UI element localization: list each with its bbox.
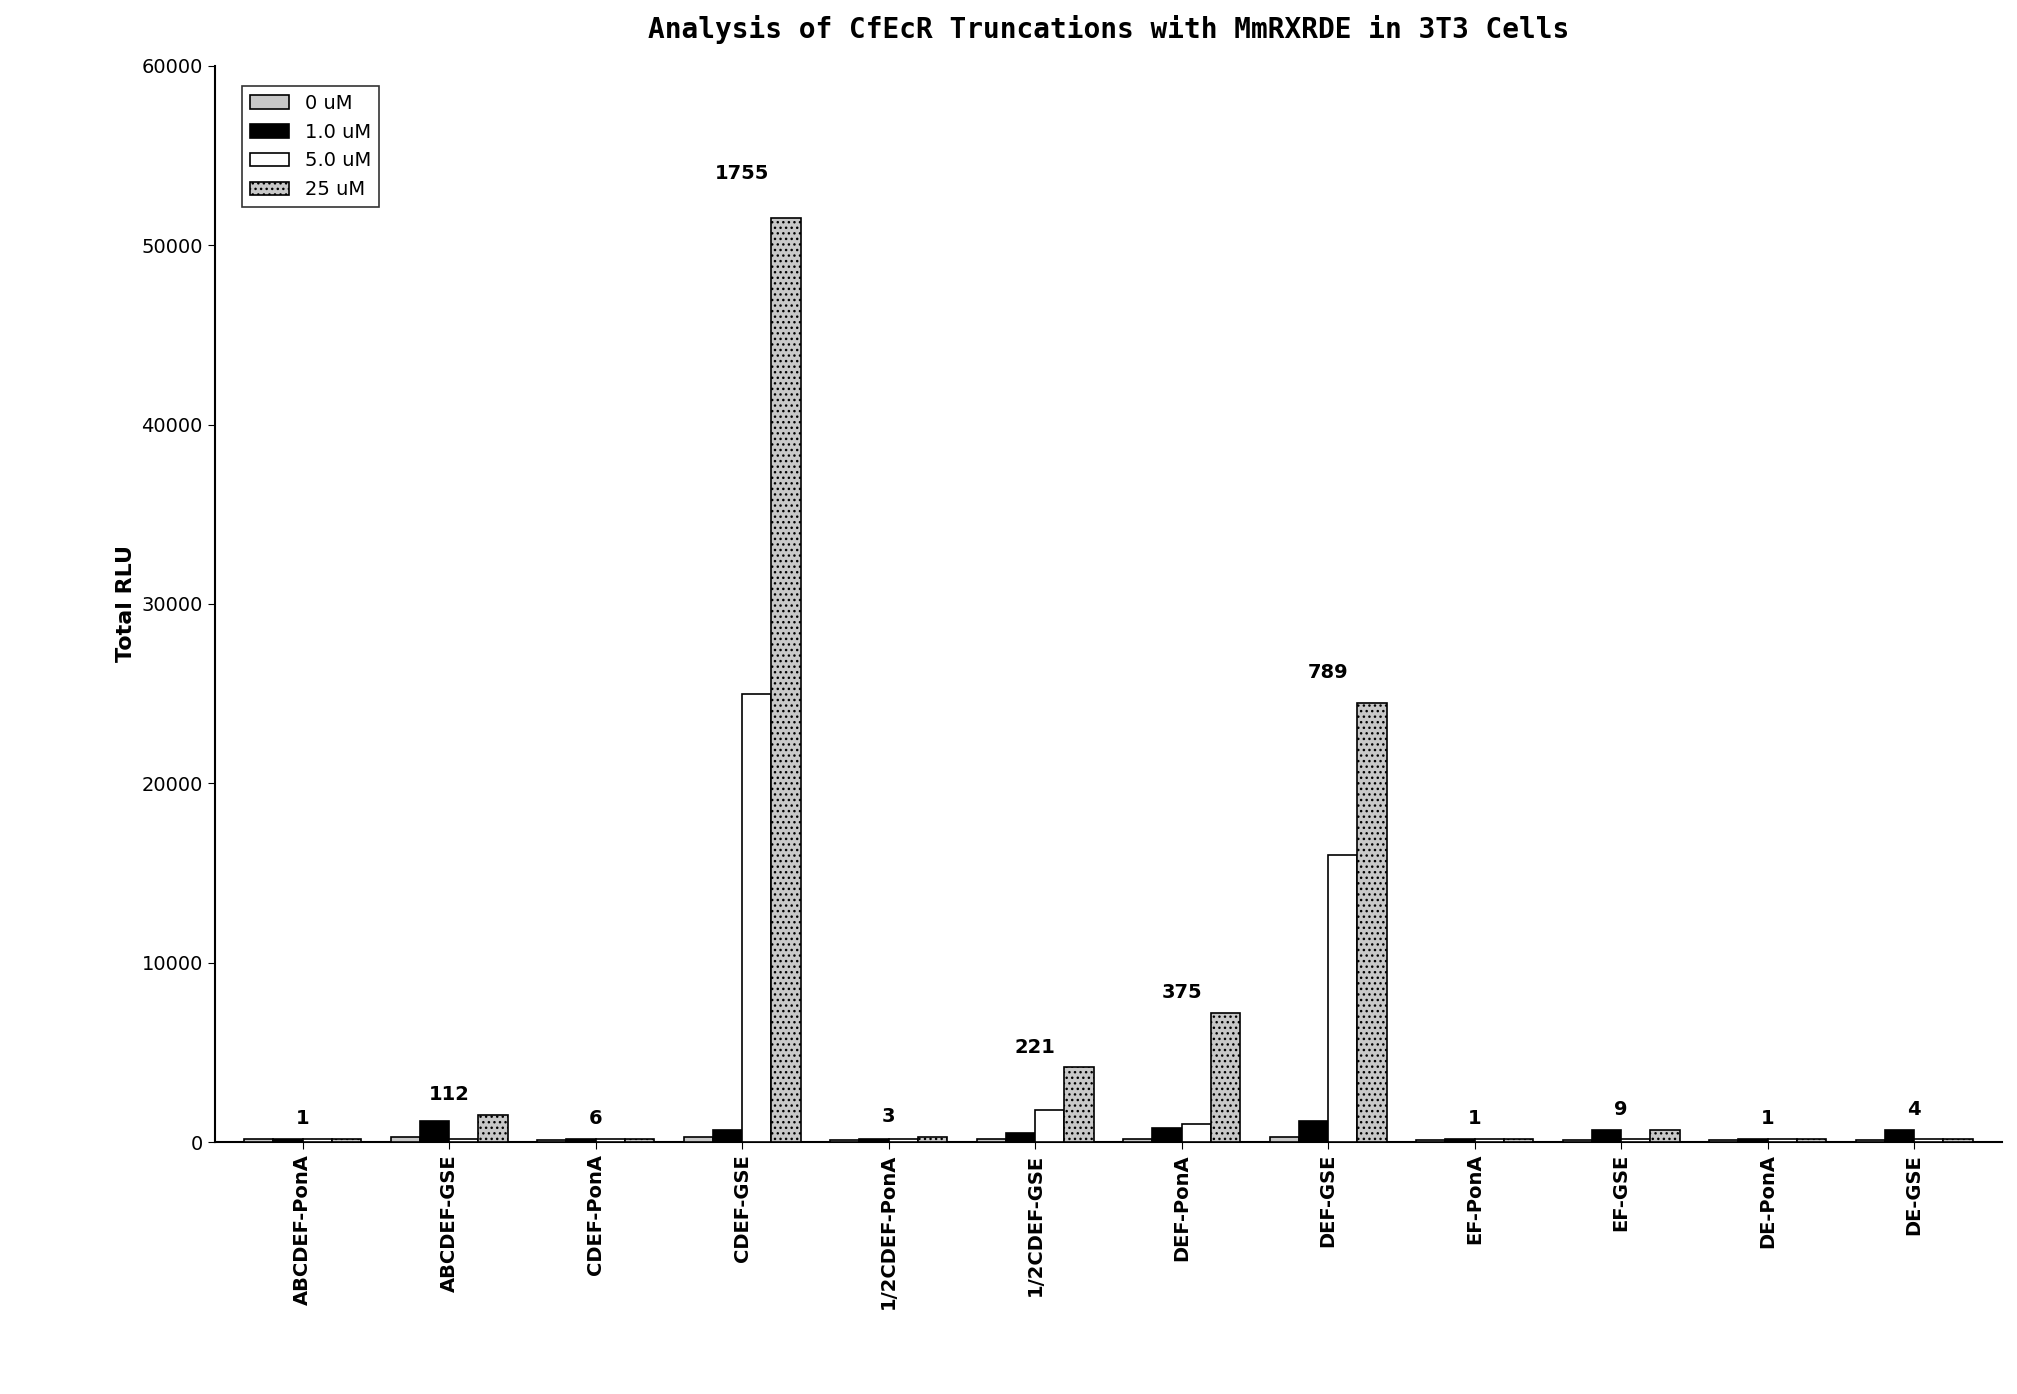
Bar <box>859 1139 889 1142</box>
Bar <box>1299 1121 1327 1142</box>
Text: 1: 1 <box>1468 1108 1480 1128</box>
Bar <box>537 1140 567 1142</box>
Bar <box>1006 1133 1035 1142</box>
Bar <box>1152 1128 1182 1142</box>
Bar <box>391 1136 420 1142</box>
Bar <box>420 1121 450 1142</box>
Bar <box>1622 1139 1650 1142</box>
Bar <box>1182 1124 1210 1142</box>
Bar <box>1446 1139 1474 1142</box>
Bar <box>1123 1139 1152 1142</box>
Bar <box>1797 1139 1825 1142</box>
Text: 1: 1 <box>296 1108 309 1128</box>
Bar <box>976 1139 1006 1142</box>
Legend: 0 uM, 1.0 uM, 5.0 uM, 25 uM: 0 uM, 1.0 uM, 5.0 uM, 25 uM <box>242 86 379 206</box>
Bar <box>831 1140 859 1142</box>
Bar <box>1767 1139 1797 1142</box>
Bar <box>889 1139 918 1142</box>
Bar <box>1357 703 1388 1142</box>
Bar <box>595 1139 625 1142</box>
Bar <box>333 1139 361 1142</box>
Bar <box>303 1139 333 1142</box>
Bar <box>684 1136 712 1142</box>
Bar <box>1884 1129 1914 1142</box>
Title: Analysis of CfEcR Truncations with MmRXRDE in 3T3 Cells: Analysis of CfEcR Truncations with MmRXR… <box>647 15 1569 45</box>
Text: 3: 3 <box>881 1107 896 1126</box>
Bar <box>1327 855 1357 1142</box>
Text: 112: 112 <box>430 1086 470 1104</box>
Bar <box>450 1139 478 1142</box>
Bar <box>1035 1110 1065 1142</box>
Text: 1: 1 <box>1761 1108 1775 1128</box>
Bar <box>712 1129 742 1142</box>
Bar <box>244 1139 274 1142</box>
Text: 9: 9 <box>1614 1100 1628 1119</box>
Bar <box>274 1139 303 1142</box>
Text: 789: 789 <box>1307 664 1349 682</box>
Y-axis label: Total RLU: Total RLU <box>115 545 135 662</box>
Bar <box>770 219 801 1142</box>
Text: 221: 221 <box>1015 1039 1055 1057</box>
Bar <box>1944 1139 1973 1142</box>
Bar <box>1065 1066 1093 1142</box>
Text: 4: 4 <box>1908 1100 1920 1119</box>
Bar <box>567 1139 595 1142</box>
Bar <box>625 1139 654 1142</box>
Bar <box>1650 1129 1680 1142</box>
Bar <box>478 1115 508 1142</box>
Bar <box>1914 1139 1944 1142</box>
Bar <box>1505 1139 1533 1142</box>
Bar <box>1269 1136 1299 1142</box>
Bar <box>1563 1140 1591 1142</box>
Bar <box>1856 1140 1884 1142</box>
Text: 1755: 1755 <box>714 164 768 184</box>
Bar <box>918 1136 948 1142</box>
Bar <box>1708 1140 1739 1142</box>
Text: 375: 375 <box>1162 983 1202 1002</box>
Text: 6: 6 <box>589 1108 603 1128</box>
Bar <box>1474 1139 1505 1142</box>
Bar <box>1591 1129 1622 1142</box>
Bar <box>742 694 770 1142</box>
Bar <box>1416 1140 1446 1142</box>
Bar <box>1739 1139 1767 1142</box>
Bar <box>1210 1013 1240 1142</box>
